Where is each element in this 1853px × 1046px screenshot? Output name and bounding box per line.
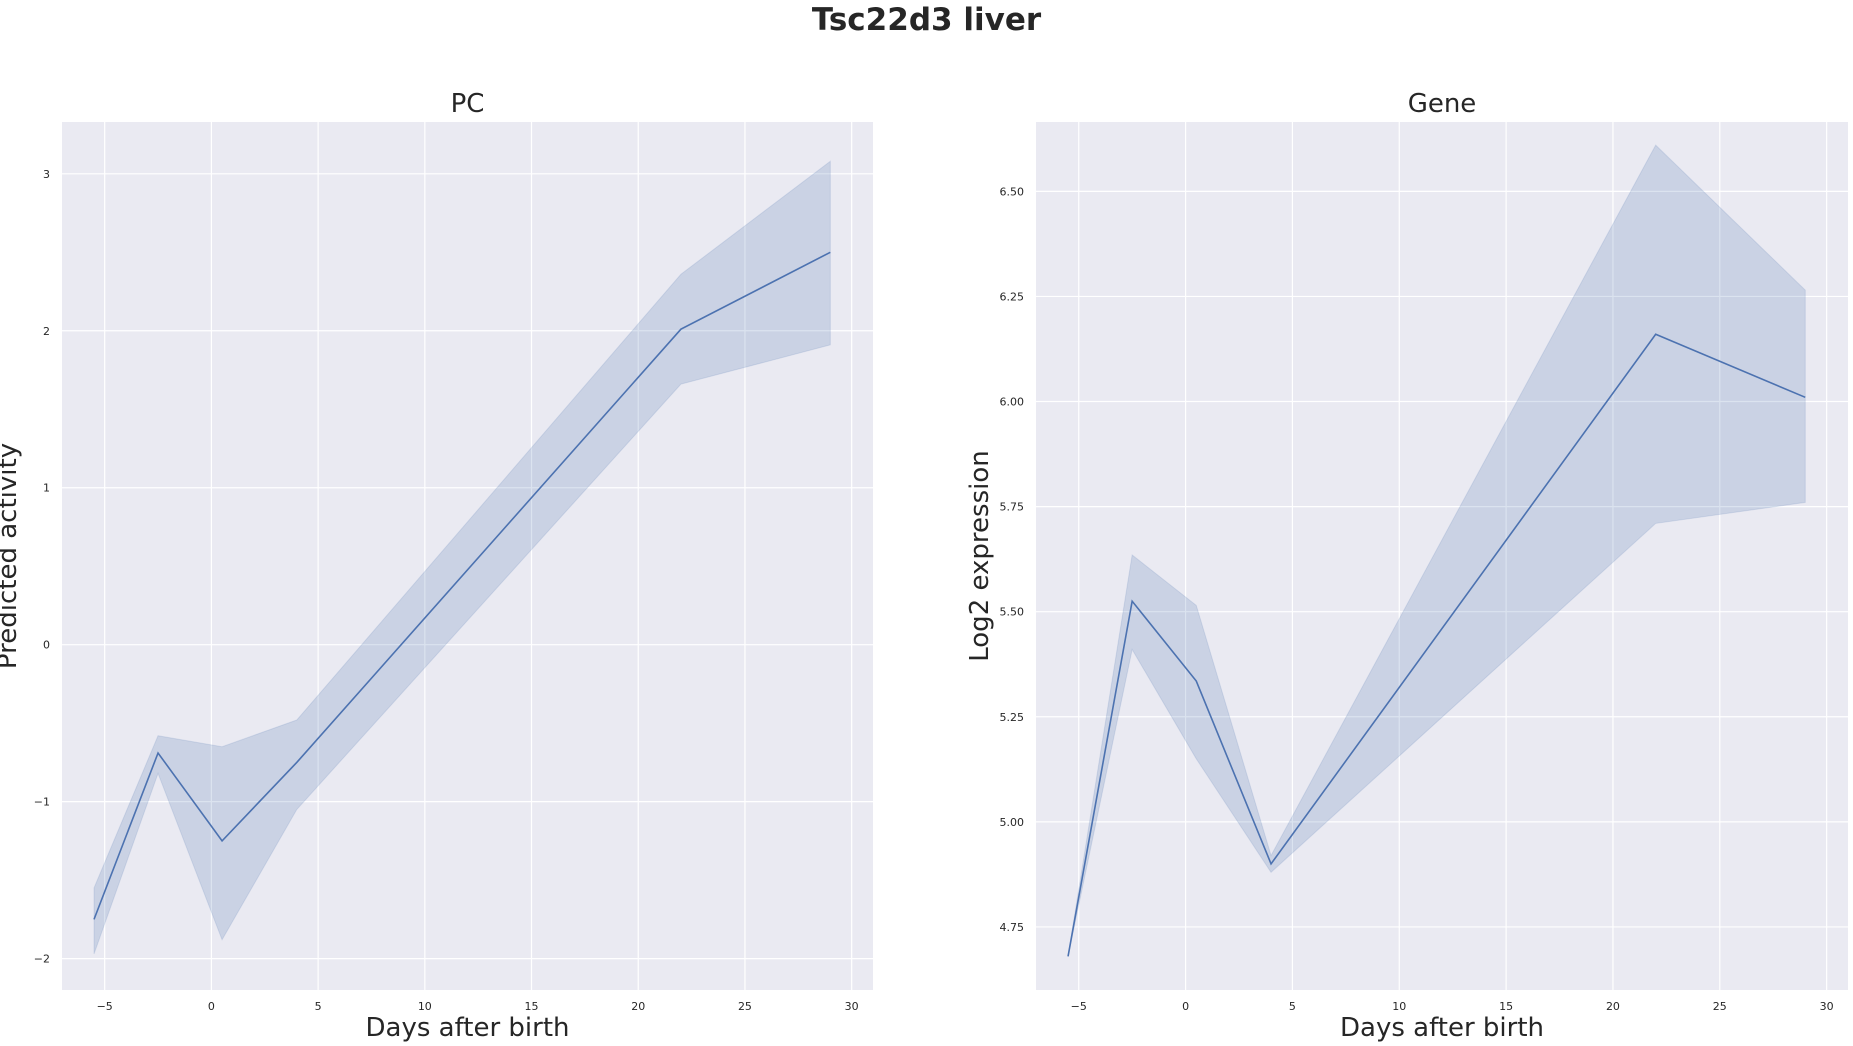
x-tick-label: 5	[1289, 1000, 1296, 1013]
x-tick-label: 15	[525, 1000, 539, 1013]
series-line	[93, 251, 831, 920]
y-tick-label: 0	[43, 639, 50, 652]
x-axis-label: Days after birth	[1340, 1013, 1544, 1043]
y-tick-label: 2	[43, 325, 50, 338]
series-line	[1067, 333, 1806, 957]
y-tick-label: 5.50	[1000, 606, 1025, 619]
confidence-band	[1067, 144, 1806, 957]
x-tick-label: −5	[1071, 1000, 1087, 1013]
x-tick-label: −5	[97, 1000, 113, 1013]
y-tick-label: −2	[34, 953, 50, 966]
chart-panel-pc: −5 0 5 10 15 20 25 30 −2 −1 0 1 2 3 PC Days after birth…	[0, 89, 873, 1043]
x-tick-label: 10	[418, 1000, 432, 1013]
y-axis-label: Log2 expression	[965, 450, 995, 662]
x-tick-label: 0	[208, 1000, 215, 1013]
y-tick-label: −1	[34, 796, 50, 809]
y-axis-label: Predicted activity	[0, 443, 23, 669]
y-tick-label: 6.50	[1000, 185, 1025, 198]
y-tick-label: 6.25	[1000, 290, 1025, 303]
x-axis-label: Days after birth	[365, 1013, 569, 1043]
x-tick-label: 15	[1499, 1000, 1513, 1013]
y-tick-label: 3	[43, 168, 50, 181]
panel-title: PC	[451, 89, 485, 119]
x-tick-label: 20	[1606, 1000, 1620, 1013]
y-tick-label: 5.00	[1000, 816, 1025, 829]
panel-title: Gene	[1408, 89, 1477, 119]
confidence-band	[93, 160, 831, 955]
x-tick-label: 25	[1713, 1000, 1727, 1013]
x-tick-label: 25	[738, 1000, 752, 1013]
y-tick-label: 1	[43, 482, 50, 495]
x-tick-label: 10	[1392, 1000, 1406, 1013]
x-tick-label: 30	[1820, 1000, 1834, 1013]
y-tick-label: 6.00	[1000, 396, 1025, 409]
y-tick-label: 5.25	[1000, 711, 1025, 724]
x-tick-label: 20	[631, 1000, 645, 1013]
x-tick-label: 0	[1182, 1000, 1189, 1013]
x-tick-label: 5	[315, 1000, 322, 1013]
plot-area	[1036, 122, 1848, 990]
plot-area	[62, 122, 873, 990]
y-tick-label: 4.75	[1000, 921, 1025, 934]
x-tick-label: 30	[845, 1000, 859, 1013]
figure-title: Tsc22d3 liver	[811, 2, 1042, 38]
y-tick-label: 5.75	[1000, 501, 1025, 514]
